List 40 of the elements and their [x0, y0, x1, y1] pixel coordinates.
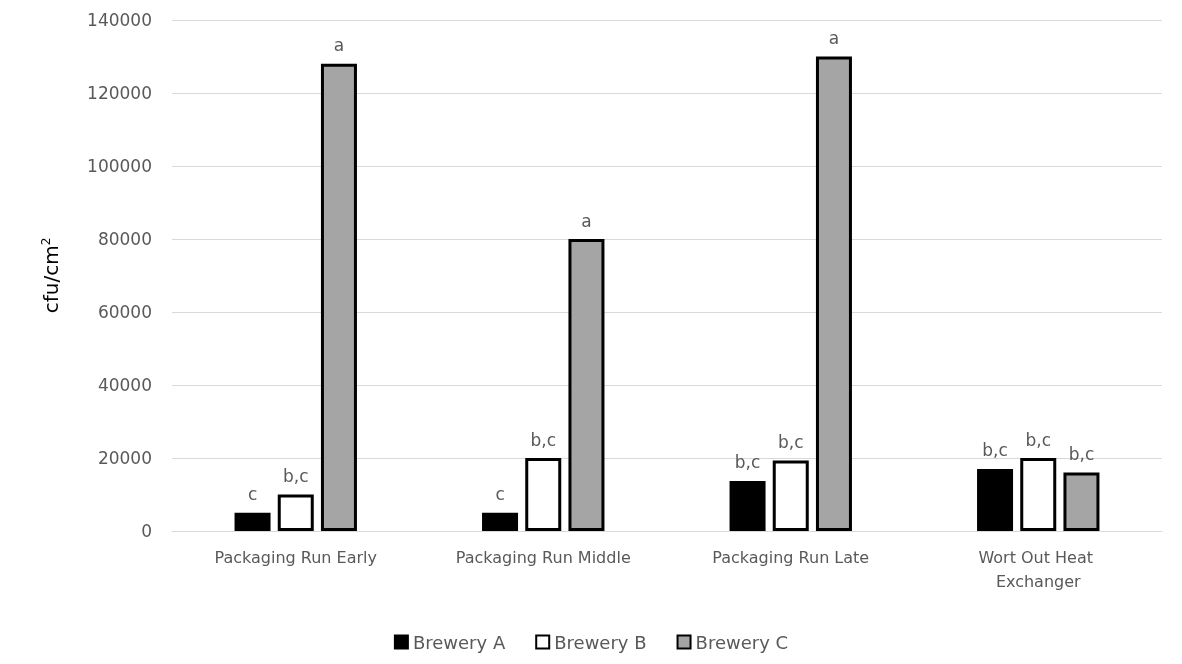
x-tick-label: Packaging Run Middle	[455, 547, 631, 567]
data-label: b,c	[777, 432, 804, 453]
y-axis-title: cfu/cm2	[39, 237, 63, 314]
bar	[815, 56, 852, 531]
data-label: b,c	[1068, 444, 1095, 465]
y-tick-label: 20000	[97, 448, 152, 468]
bar	[568, 239, 605, 531]
data-label: b,c	[530, 429, 557, 450]
bar	[1020, 458, 1057, 531]
data-label: b,c	[282, 466, 309, 486]
y-tick-label: 100000	[87, 156, 152, 176]
legend-label: Brewery C	[695, 631, 789, 653]
y-tick-label: 0	[141, 521, 152, 541]
x-tick-label: Packaging Run Early	[214, 547, 377, 567]
y-tick-label: 40000	[97, 375, 152, 395]
data-label: b,c	[982, 440, 1008, 461]
x-tick-label: Packaging Run Late	[712, 547, 870, 567]
legend-label: Brewery B	[554, 631, 647, 653]
bar	[729, 481, 766, 531]
y-tick-label: 140000	[87, 10, 152, 30]
data-label: b,c	[1025, 429, 1052, 450]
bar	[772, 460, 809, 531]
data-label: c	[495, 484, 505, 505]
bar	[234, 512, 271, 531]
bar	[525, 458, 562, 531]
bar	[1063, 472, 1100, 531]
bar	[277, 494, 314, 531]
data-label: a	[333, 35, 345, 56]
bar	[977, 468, 1014, 531]
data-label: b,c	[734, 452, 761, 473]
data-label: c	[247, 484, 258, 505]
x-tick-label: Wort Out Heat Exchanger	[978, 547, 1099, 591]
y-tick-label: 60000	[97, 302, 152, 322]
data-label: a	[581, 210, 592, 231]
y-tick-label: 80000	[97, 229, 152, 249]
bar	[320, 63, 357, 531]
bar	[482, 512, 519, 531]
y-tick-label: 120000	[87, 83, 152, 103]
legend-label: Brewery A	[412, 631, 506, 653]
data-label: a	[828, 28, 840, 48]
